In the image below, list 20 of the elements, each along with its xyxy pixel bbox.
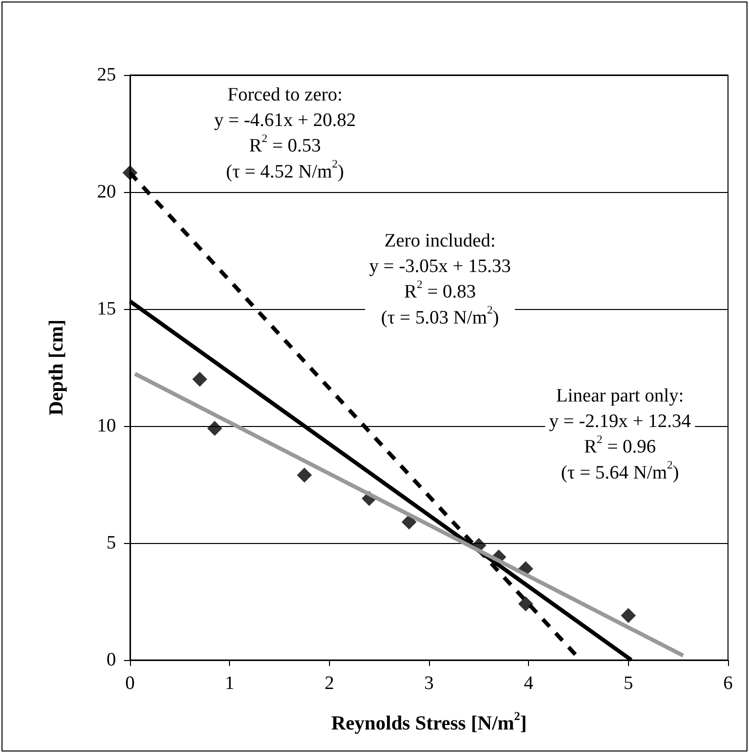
y-tick-label: 25 [97,64,116,86]
point [296,468,312,483]
x-tick-label: 0 [125,673,135,694]
y-tick-label: 15 [97,298,116,320]
x-tick-label: 6 [723,673,733,694]
y-tick-label: 10 [97,416,116,436]
point [402,514,417,530]
x-tick-label: 2 [324,673,334,694]
y-tick-label: 0 [106,650,116,670]
x-tick-label: 5 [624,673,634,694]
point [207,420,222,436]
x-tick-label: 1 [224,673,234,694]
point [620,608,636,624]
y-tick-label: 5 [106,532,116,554]
x-tick-label: 3 [424,673,434,694]
y-axis-title: Depth [cm] [46,319,68,416]
point [192,372,208,387]
point [518,596,534,612]
y-tick-label: 20 [97,182,116,202]
x-tick-label: 4 [524,673,534,694]
